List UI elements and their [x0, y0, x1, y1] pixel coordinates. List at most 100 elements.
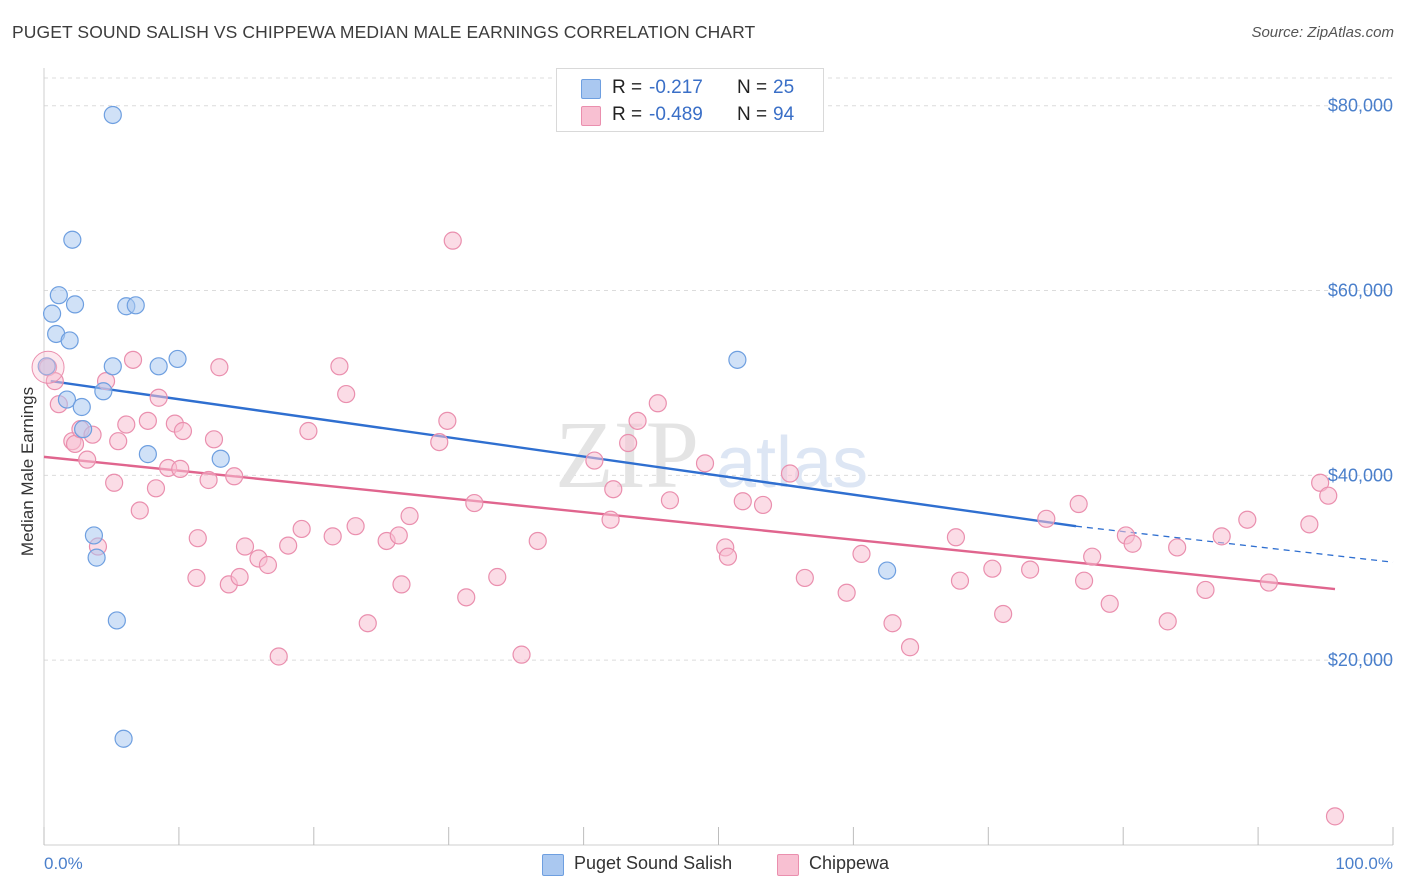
point-chippewa [430, 432, 449, 452]
point-salish [87, 548, 106, 567]
legend-row-salish: R = -0.217 N = 25 [557, 75, 823, 101]
point-chippewa [733, 492, 752, 511]
point-chippewa [1325, 807, 1345, 826]
point-chippewa [269, 647, 288, 666]
watermark-zip: ZIP [555, 401, 699, 508]
point-chippewa [146, 479, 166, 498]
point-chippewa [149, 388, 168, 407]
series-legend: Puget Sound Salish Chippewa [0, 850, 1406, 880]
point-chippewa [883, 614, 902, 633]
axes [43, 68, 1394, 846]
point-salish [878, 561, 897, 580]
point-chippewa [171, 459, 190, 478]
point-chippewa [946, 528, 966, 547]
point-chippewa [138, 411, 157, 430]
point-chippewa [628, 411, 647, 430]
point-chippewa [230, 567, 249, 587]
point-chippewa [601, 510, 620, 529]
point-salish [211, 449, 230, 468]
point-chippewa [1083, 547, 1102, 566]
point-chippewa [753, 495, 773, 515]
point-chippewa [837, 583, 856, 602]
source-label: Source: ZipAtlas.com [1251, 24, 1394, 41]
point-chippewa [585, 451, 604, 470]
r-label: R = [612, 104, 643, 125]
legend-swatch-salish [542, 854, 564, 876]
point-chippewa [392, 575, 411, 594]
point-chippewa [1238, 510, 1257, 529]
x-tick-label-min: 0.0% [44, 854, 83, 873]
y-axis-title: Median Male Earnings [18, 387, 37, 556]
point-salish [65, 295, 85, 314]
point-salish [37, 357, 56, 376]
r-value: -0.217 [649, 77, 703, 98]
data-points [31, 105, 1345, 826]
chart-title: PUGET SOUND SALISH VS CHIPPEWA MEDIAN MA… [12, 22, 756, 42]
point-chippewa [1158, 612, 1177, 631]
watermark: ZIP atlas [555, 401, 868, 508]
trend-line-salish [50, 379, 1077, 528]
point-salish [57, 390, 77, 409]
legend-label-chippewa: Chippewa [809, 853, 890, 873]
point-chippewa-cluster [31, 350, 65, 384]
point-chippewa [1300, 515, 1319, 534]
point-chippewa [337, 384, 356, 404]
legend-swatch-chippewa [777, 854, 799, 876]
point-salish [63, 230, 82, 249]
point-salish [42, 304, 62, 323]
point-chippewa [299, 421, 318, 441]
point-chippewa [604, 480, 623, 499]
point-chippewa [204, 430, 224, 449]
y-tick-label: $80,000 [1328, 96, 1393, 116]
point-chippewa [330, 357, 349, 376]
point-chippewa [950, 571, 970, 590]
point-salish [103, 357, 122, 376]
point-chippewa [1100, 594, 1119, 613]
point-chippewa [173, 421, 193, 441]
point-chippewa [780, 464, 800, 483]
point-chippewa [994, 604, 1013, 624]
point-chippewa [235, 537, 255, 556]
point-chippewa [225, 467, 244, 486]
axis-labels: $20,000 $40,000 $60,000 $80,000 0.0% 100.0% Me… [18, 96, 1393, 873]
point-chippewa [400, 506, 419, 526]
watermark-atlas: atlas [716, 423, 868, 503]
point-chippewa [1212, 527, 1231, 546]
point-chippewa [199, 470, 218, 490]
point-chippewa [1037, 509, 1056, 528]
trend-line-salish-extension [1075, 525, 1394, 563]
x-tick-label-max: 100.0% [1335, 854, 1393, 873]
point-chippewa [1069, 494, 1088, 514]
point-chippewa [1259, 573, 1278, 592]
point-chippewa [900, 638, 920, 657]
n-label: N = [737, 77, 768, 98]
point-chippewa [323, 527, 342, 546]
point-chippewa [695, 454, 715, 473]
point-chippewa [1123, 534, 1142, 553]
point-salish [49, 286, 68, 305]
n-label: N = [737, 104, 768, 125]
point-chippewa [188, 529, 207, 548]
point-chippewa [852, 544, 871, 564]
point-chippewa [795, 568, 814, 588]
point-chippewa [488, 567, 507, 587]
y-tick-label: $20,000 [1328, 650, 1393, 670]
point-salish [168, 349, 187, 369]
point-chippewa [648, 394, 667, 413]
point-chippewa [443, 231, 462, 250]
point-chippewa [512, 645, 531, 664]
point-chippewa [187, 568, 206, 588]
point-chippewa [1021, 560, 1040, 579]
y-tick-label: $40,000 [1328, 465, 1393, 485]
point-salish [103, 105, 122, 125]
point-salish [60, 331, 79, 350]
r-label: R = [612, 77, 643, 98]
n-value: 25 [773, 77, 795, 98]
point-salish [126, 296, 145, 315]
point-chippewa [465, 493, 484, 513]
point-chippewa [1311, 473, 1330, 492]
point-salish [94, 382, 113, 401]
point-chippewa [258, 555, 278, 575]
n-value: 94 [773, 104, 795, 125]
